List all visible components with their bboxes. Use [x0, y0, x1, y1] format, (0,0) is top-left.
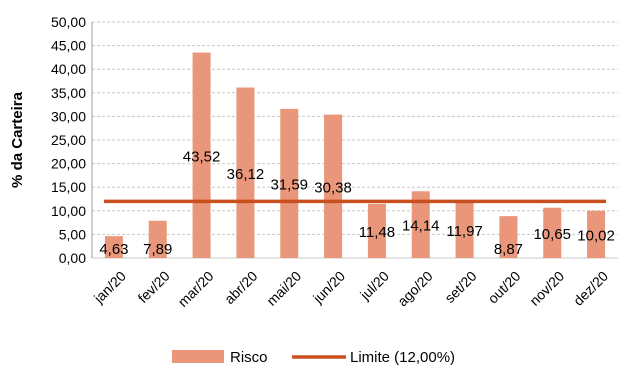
bar-mai-20: [280, 108, 299, 258]
y-tick-label: 5,00: [59, 226, 86, 242]
bar-dez-20: [587, 210, 606, 258]
data-label: 4,63: [99, 241, 128, 258]
x-tick-label: jan/20: [90, 268, 129, 307]
bar-ago-20: [411, 191, 430, 258]
data-labels: 4,63 7,89 43,52 36,12 31,59 30,38 11,48 14,14 11…: [99, 148, 615, 258]
y-tick-label: 0,00: [59, 250, 86, 266]
x-tick-label: out/20: [485, 268, 524, 307]
bars: [104, 52, 606, 258]
x-tick-label: set/20: [441, 268, 479, 306]
y-tick-label: 15,00: [51, 179, 86, 195]
y-tick-label: 45,00: [51, 38, 86, 54]
y-tick-label: 10,00: [51, 203, 86, 219]
bar-fev-20: [148, 220, 167, 258]
x-tick-label: mar/20: [175, 268, 217, 310]
bar-abr-20: [236, 87, 255, 258]
x-tick-label: jun/20: [309, 268, 348, 307]
x-tick-label: abr/20: [221, 268, 261, 308]
data-label: 30,38: [314, 179, 352, 196]
bar-nov-20: [543, 207, 562, 258]
y-tick-label: 40,00: [51, 61, 86, 77]
bar-jul-20: [367, 203, 386, 258]
x-tick-label: dez/20: [570, 268, 611, 309]
x-tick-label: ago/20: [394, 268, 436, 310]
data-label: 7,89: [143, 241, 172, 258]
data-label: 11,48: [359, 224, 395, 241]
bar-set-20: [455, 201, 474, 258]
legend-swatch-risco: [172, 350, 224, 363]
legend: Risco Limite (12,00%): [172, 349, 455, 366]
data-label: 10,65: [533, 226, 571, 243]
x-tick-label: jul/20: [356, 268, 392, 304]
data-label: 10,02: [577, 227, 615, 244]
bar-mar-20: [192, 52, 211, 258]
data-label: 14,14: [402, 218, 440, 235]
y-tick-label: 25,00: [51, 132, 86, 148]
y-tick-label: 50,00: [51, 14, 86, 30]
y-tick-label: 30,00: [51, 108, 86, 124]
bar-jan-20: [104, 236, 123, 258]
data-label: 36,12: [227, 166, 265, 183]
legend-label-limite: Limite (12,00%): [350, 349, 455, 366]
y-tick-label: 20,00: [51, 156, 86, 172]
y-axis-label: % da Carteira: [9, 91, 26, 188]
x-axis-ticks: jan/20 fev/20 mar/20 abr/20 mai/20 jun/20 jul/…: [90, 268, 611, 310]
x-tick-label: mai/20: [263, 268, 304, 309]
gridlines: [91, 21, 618, 259]
data-label: 8,87: [494, 241, 523, 258]
data-label: 43,52: [183, 148, 221, 165]
x-tick-label: nov/20: [526, 268, 567, 309]
data-label: 11,97: [446, 223, 482, 240]
legend-label-risco: Risco: [230, 349, 268, 366]
y-tick-label: 35,00: [51, 85, 86, 101]
bar-jun-20: [324, 114, 343, 258]
y-axis-ticks: 0,00 5,00 10,00 15,00 20,00 25,00 30,00 35,00 40…: [51, 14, 86, 266]
x-tick-label: fev/20: [135, 268, 173, 306]
bar-out-20: [499, 216, 518, 258]
data-label: 31,59: [270, 176, 308, 193]
